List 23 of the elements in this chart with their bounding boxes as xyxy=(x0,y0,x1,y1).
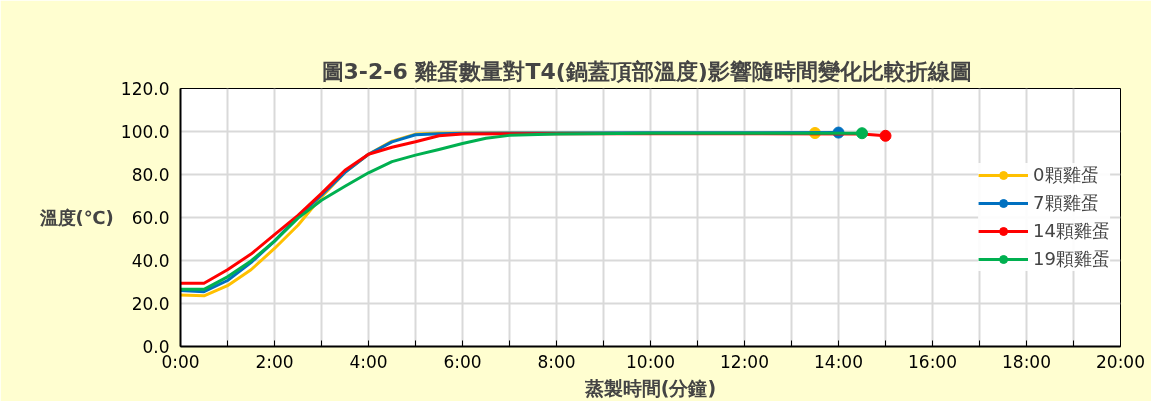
x-tick-label: 4:00 xyxy=(349,351,388,372)
y-tick-label: 60.0 xyxy=(131,208,170,228)
x-tick-label: 10:00 xyxy=(626,351,675,372)
y-axis-title: 溫度(℃) xyxy=(38,207,114,228)
x-tick-label: 6:00 xyxy=(443,351,482,372)
y-tick-label: 100.0 xyxy=(120,122,170,142)
legend-label: 19顆雞蛋 xyxy=(1033,247,1110,271)
legend-label: 14顆雞蛋 xyxy=(1033,219,1110,243)
x-tick-label: 20:00 xyxy=(1096,351,1145,372)
legend-label: 0顆雞蛋 xyxy=(1033,163,1099,187)
chart-title: 圖3-2-6 雞蛋數量對T4(鍋蓋頂部溫度)影響隨時間變化比較折線圖 xyxy=(321,58,972,84)
y-tick-label: 40.0 xyxy=(131,251,170,271)
legend-label: 7顆雞蛋 xyxy=(1033,191,1099,215)
x-tick-label: 14:00 xyxy=(814,351,863,372)
x-tick-label: 12:00 xyxy=(720,351,769,372)
x-tick-label: 18:00 xyxy=(1002,351,1051,372)
x-axis-title: 蒸製時間(分鐘) xyxy=(583,376,717,399)
y-tick-label: 80.0 xyxy=(131,165,170,185)
y-tick-label: 20.0 xyxy=(131,294,170,314)
x-tick-label: 2:00 xyxy=(255,351,294,372)
x-tick-label: 16:00 xyxy=(908,351,957,372)
y-tick-label: 120.0 xyxy=(120,79,170,99)
x-tick-label: 8:00 xyxy=(537,351,576,372)
